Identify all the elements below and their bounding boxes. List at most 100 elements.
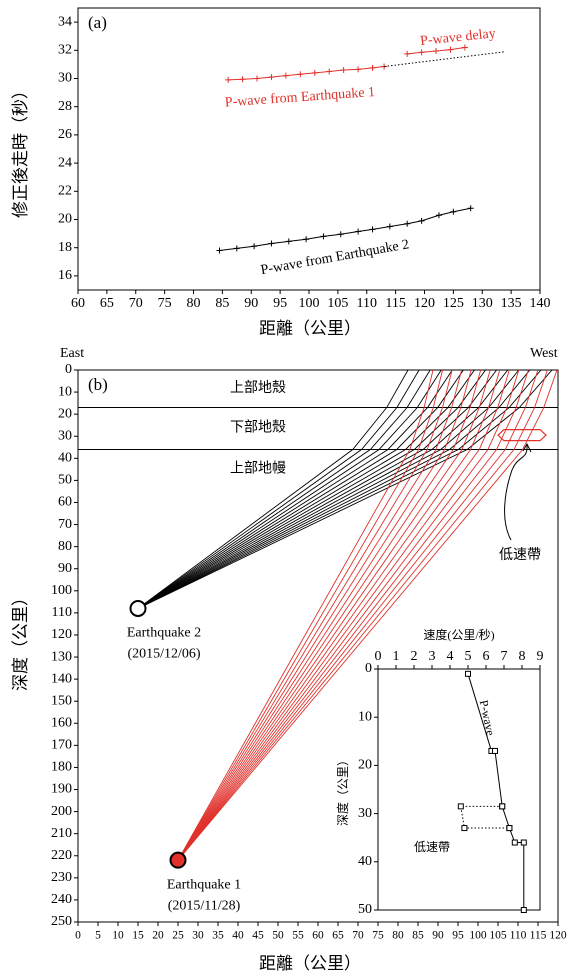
marker [418,217,425,224]
y-tick-label: 230 [51,870,72,885]
x-tick-label: 25 [172,930,184,942]
earthquake-name: Earthquake 1 [167,877,241,892]
marker [297,71,304,78]
y-tick-label: 250 [51,914,72,929]
y-axis-label: 修正後走時（秒） [11,82,30,218]
x-tick-label: 70 [352,930,364,942]
x-axis-label: 速度(公里/秒) [423,627,494,642]
y-tick-label: 180 [51,760,72,775]
y-tick-label: 20 [358,758,372,773]
x-tick-label: 85 [412,930,424,942]
ray [177,369,472,861]
x-tick-label: 10 [112,930,124,942]
y-tick-label: 140 [51,671,72,686]
layer-label: 下部地殼 [230,420,286,436]
y-tick-label: 22 [58,184,72,199]
marker [404,50,411,57]
ray [137,369,431,609]
x-tick-label: 65 [332,930,344,942]
x-tick-label: 125 [443,296,464,311]
y-tick-label: 26 [58,127,72,142]
x-tick-label: 6 [483,649,490,664]
x-tick-label: 4 [447,649,454,664]
y-tick-label: 90 [58,561,72,576]
x-tick-label: 80 [392,930,404,942]
y-tick-label: 40 [358,854,372,869]
marker [450,208,457,215]
marker [320,233,327,240]
ray [177,369,434,861]
marker [268,240,275,247]
x-tick-label: 0 [75,930,81,942]
x-tick-label: 55 [292,930,304,942]
x-tick-label: 110 [357,296,377,311]
marker [457,803,464,810]
x-tick-label: 75 [158,296,172,311]
marker [461,44,468,51]
ray [177,369,501,861]
y-tick-label: 34 [58,14,72,29]
marker [418,49,425,56]
y-tick-label: 80 [58,539,72,554]
x-tick-label: 45 [252,930,264,942]
y-tick-label: 190 [51,782,72,797]
ray [137,369,420,609]
y-tick-label: 50 [58,473,72,488]
y-tick-label: 0 [365,661,372,676]
x-tick-label: 3 [429,649,436,664]
ray [177,369,443,861]
x-tick-label: 90 [432,930,444,942]
x-tick-label: 7 [501,649,508,664]
panel-label: (b) [88,375,108,394]
y-tick-label: 0 [65,362,72,377]
marker [233,245,240,252]
y-tick-label: 30 [358,806,372,821]
x-tick-label: 105 [327,296,348,311]
x-tick-label: 35 [212,930,224,942]
x-tick-label: 115 [385,296,405,311]
marker [311,69,318,76]
y-tick-label: 130 [51,649,72,664]
series-label: 低速帶 [414,840,450,854]
layer-label: 上部地殼 [230,380,286,396]
ray [137,369,475,609]
y-tick-label: 20 [58,212,72,227]
x-tick-label: 60 [312,930,324,942]
y-tick-label: 40 [58,451,72,466]
x-tick-label: 65 [100,296,114,311]
y-tick-label: 32 [58,43,72,58]
ray [177,369,548,861]
y-tick-label: 170 [51,738,72,753]
ray [177,369,520,861]
x-tick-label: 135 [501,296,522,311]
y-tick-label: 70 [58,517,72,532]
x-tick-label: 90 [244,296,258,311]
marker [506,825,513,832]
x-tick-label: 120 [414,296,435,311]
x-tick-label: 140 [530,296,551,311]
x-tick-label: 100 [469,930,487,942]
y-tick-label: 10 [58,384,72,399]
x-tick-label: 50 [272,930,284,942]
ray [137,369,453,609]
marker [337,231,344,238]
x-tick-label: 0 [375,649,382,664]
plot-frame [77,7,541,291]
marker [461,825,468,832]
y-tick-label: 110 [52,605,72,620]
marker [225,76,232,83]
marker [282,72,289,79]
marker [326,68,333,75]
ray [137,369,509,609]
x-tick-label: 80 [187,296,201,311]
y-tick-label: 240 [51,892,72,907]
ray [177,369,539,861]
y-tick-label: 120 [51,627,72,642]
x-tick-label: 2 [411,649,418,664]
x-tick-label: 40 [232,930,244,942]
plot-frame [377,668,541,911]
y-tick-label: 10 [358,709,372,724]
marker [492,747,498,754]
